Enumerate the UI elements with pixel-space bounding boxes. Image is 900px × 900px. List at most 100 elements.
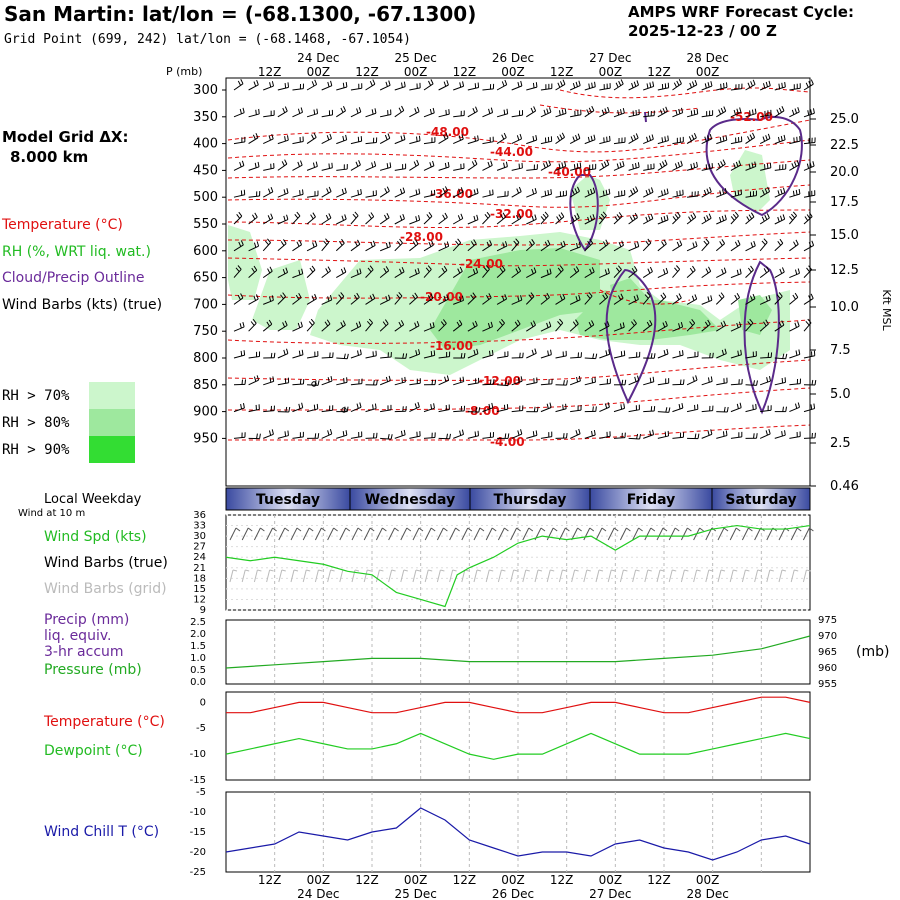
wind-chill-tick: -5 xyxy=(196,787,206,798)
top-hour-tick: 12Z xyxy=(355,65,379,79)
bottom-hour-tick: 12Z xyxy=(453,873,477,887)
rh70-swatch xyxy=(89,382,135,409)
precip-tick: 2.0 xyxy=(190,629,206,640)
wind-chill-tick: -25 xyxy=(190,867,206,878)
page-title: San Martin: lat/lon = (-68.1300, -67.130… xyxy=(4,2,477,26)
wind-speed-tick: 12 xyxy=(193,594,206,605)
rh-fill xyxy=(228,150,790,375)
height-axis-label: Kft MSL xyxy=(880,289,893,331)
height-tick: 20.0 xyxy=(830,165,859,180)
temperature-tick: -15 xyxy=(190,775,206,786)
weekday-cell xyxy=(711,487,811,511)
bottom-hour-tick: 00Z xyxy=(307,873,331,887)
pressure-tick: 550 xyxy=(193,217,218,232)
precip-tick: 0.0 xyxy=(190,677,206,688)
legend-rh: RH (%, WRT liq. wat.) xyxy=(2,244,151,260)
wind-speed-series xyxy=(225,524,811,608)
top-hour-tick: 00Z xyxy=(599,65,623,79)
pressure-tick: 800 xyxy=(193,351,218,366)
wind-barbs xyxy=(233,79,817,440)
pressure-tick: 450 xyxy=(193,163,218,178)
legend-wind-spd: Wind Spd (kts) xyxy=(44,529,147,545)
legend-wind-barbs-grid: Wind Barbs (grid) xyxy=(44,581,167,597)
bottom-hour-tick: 00Z xyxy=(696,873,720,887)
legend-rh70: RH > 70% xyxy=(2,388,70,404)
height-tick: 5.0 xyxy=(830,387,851,402)
temperature-contour-label: -16.00 xyxy=(430,339,473,353)
pressure-series xyxy=(225,635,811,669)
temperature-contours xyxy=(227,87,811,441)
wind-chill-tick: -10 xyxy=(190,807,206,818)
wind-speed-tick: 15 xyxy=(193,584,206,595)
legend-rh80: RH > 80% xyxy=(2,415,70,431)
legend-wind-barbs-true: Wind Barbs (true) xyxy=(44,555,168,571)
precip-tick: 1.0 xyxy=(190,653,206,664)
pressure-tick: 500 xyxy=(193,190,218,205)
wind-chill-tick: -20 xyxy=(190,847,206,858)
pressure-tick: 970 xyxy=(818,631,837,642)
top-hour-tick: 12Z xyxy=(647,65,671,79)
forecast-cycle-title: AMPS WRF Forecast Cycle: xyxy=(628,3,854,21)
temperature-contour-label: -52.00 xyxy=(730,110,773,124)
legend-3hr-accum: 3-hr accum xyxy=(44,644,124,660)
temperature-contour-label: -48.00 xyxy=(426,125,469,139)
height-tick: 2.5 xyxy=(830,436,851,451)
top-date-tick: 24 Dec xyxy=(297,51,339,65)
pressure-axis-label: P (mb) xyxy=(166,65,202,78)
bottom-date-tick: 27 Dec xyxy=(589,887,631,900)
pressure-tick: 950 xyxy=(193,431,218,446)
legend-pressure: Pressure (mb) xyxy=(44,662,142,678)
wind-chill-panel: -5 -10 -15 -20 -25 xyxy=(190,787,811,878)
forecast-cycle-date: 2025-12-23 / 00 Z xyxy=(628,22,777,40)
bottom-hour-tick: 00Z xyxy=(599,873,623,887)
wind-speed-tick: 18 xyxy=(193,573,206,584)
height-tick: 12.5 xyxy=(830,263,859,278)
bottom-hour-tick: 00Z xyxy=(501,873,525,887)
wind-speed-tick: 33 xyxy=(193,521,206,532)
bottom-date-tick: 28 Dec xyxy=(687,887,729,900)
rh90-swatch xyxy=(89,436,135,463)
weekday-label: Local Weekday xyxy=(44,492,142,507)
pressure-tick: 750 xyxy=(193,324,218,339)
pressure-tick: 350 xyxy=(193,110,218,125)
temperature-contour-label: -32.00 xyxy=(490,207,533,221)
pressure-tick: 850 xyxy=(193,378,218,393)
height-tick: 0.46 xyxy=(830,479,859,494)
top-date-tick: 26 Dec xyxy=(492,51,534,65)
height-tick: 15.0 xyxy=(830,228,859,243)
top-date-tick: 27 Dec xyxy=(589,51,631,65)
wind-speed-tick: 9 xyxy=(200,605,206,616)
wind-at-10m-label: Wind at 10 m xyxy=(18,508,86,519)
pressure-panel: 2.52.01.51.00.50.0 975 970 965 960 955 xyxy=(190,615,837,690)
legend-wind-barbs: Wind Barbs (kts) (true) xyxy=(2,297,163,313)
wind-speed-tick: 27 xyxy=(193,542,206,553)
pressure-tick: 400 xyxy=(193,137,218,152)
pressure-tick: 975 xyxy=(818,615,837,626)
pressure-tick: 300 xyxy=(193,83,218,98)
bottom-date-tick: 26 Dec xyxy=(492,887,534,900)
legend-cloud: Cloud/Precip Outline xyxy=(2,270,145,286)
precip-tick: 2.5 xyxy=(190,617,206,628)
temperature-tick: -10 xyxy=(190,749,206,760)
pressure-tick: 955 xyxy=(818,679,837,690)
bottom-hour-tick: 00Z xyxy=(404,873,428,887)
surface-temp-panel: 0 -5 -10 -15 xyxy=(190,691,811,786)
wind-speed-tick: 24 xyxy=(193,552,206,563)
wind-speed-tick: 21 xyxy=(193,563,206,574)
legend-precip: Precip (mm) xyxy=(44,612,130,628)
precip-tick: 1.5 xyxy=(190,641,206,652)
temperature-series xyxy=(226,696,811,714)
top-hour-tick: 00Z xyxy=(307,65,331,79)
top-hour-tick: 12Z xyxy=(453,65,477,79)
pressure-tick: 965 xyxy=(818,647,837,658)
pressure-tick: 900 xyxy=(193,405,218,420)
model-grid-value: 8.000 km xyxy=(10,148,89,166)
temperature-tick: -5 xyxy=(196,723,206,734)
height-tick: 10.0 xyxy=(830,300,859,315)
weekday-label-thursday: Thursday xyxy=(494,492,567,508)
weekday-label-wednesday: Wednesday xyxy=(365,492,455,508)
bottom-date-tick: 25 Dec xyxy=(395,887,437,900)
dewpoint-series xyxy=(225,732,811,760)
